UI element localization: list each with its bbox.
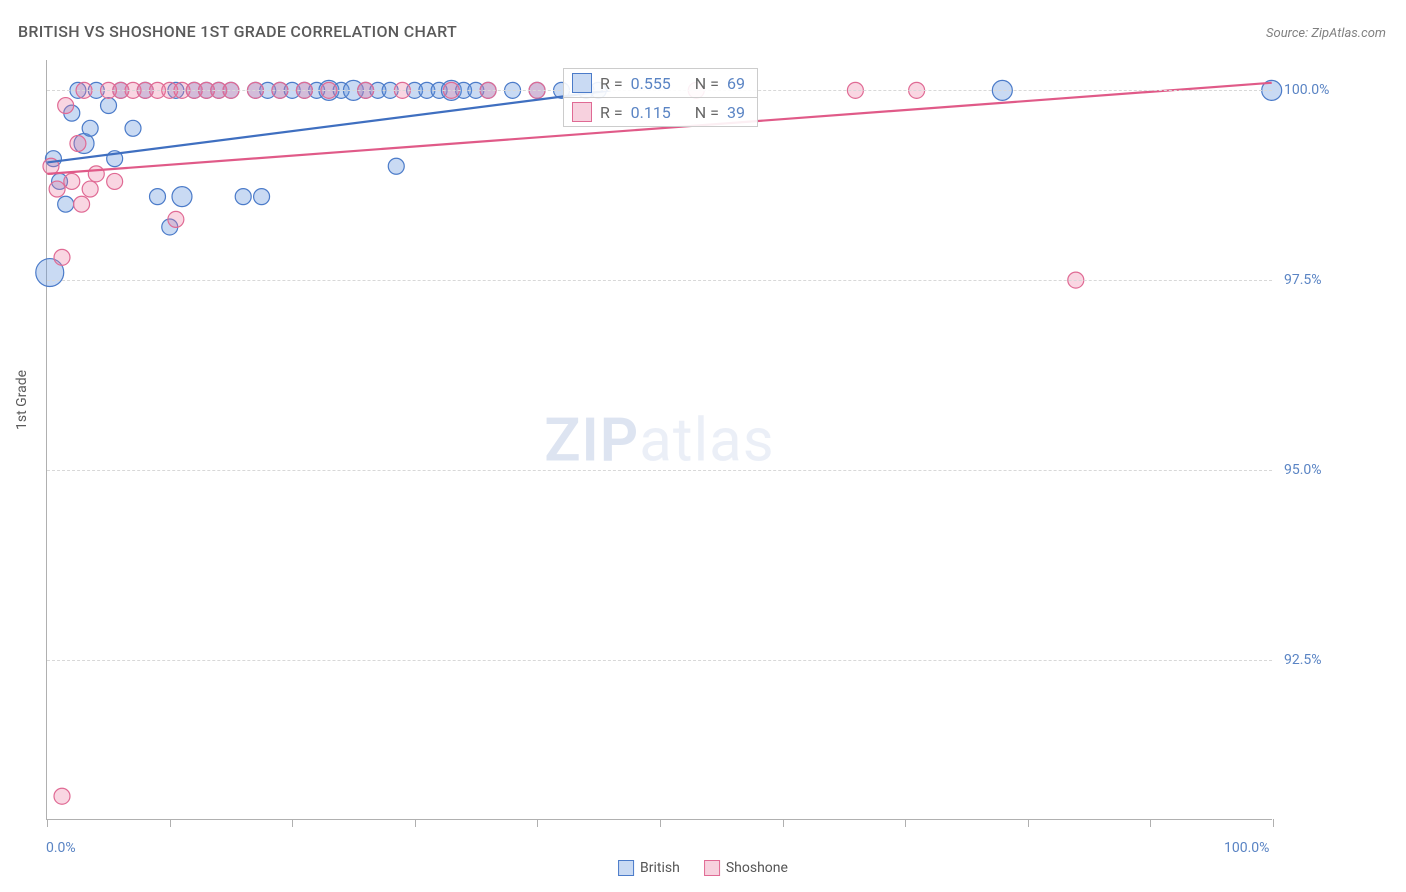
scatter-point — [49, 181, 65, 197]
legend-item-shoshone: Shoshone — [704, 860, 788, 876]
stats-row-shoshone: R = 0.115 N = 39 — [564, 98, 757, 126]
gridline — [47, 280, 1272, 281]
scatter-point — [388, 158, 404, 174]
gridline — [47, 660, 1272, 661]
scatter-point — [64, 173, 80, 189]
shoshone-legend-swatch-icon — [704, 860, 720, 876]
scatter-point — [107, 173, 123, 189]
scatter-point — [101, 98, 117, 114]
x-tick — [905, 819, 906, 827]
y-tick-label: 100.0% — [1284, 82, 1329, 98]
gridline — [47, 470, 1272, 471]
legend-label-british: British — [640, 860, 680, 876]
x-tick — [537, 819, 538, 827]
stats-legend-box: R = 0.555 N = 69 R = 0.115 N = 39 — [563, 68, 758, 127]
x-tick — [1273, 819, 1274, 827]
y-axis-label: 1st Grade — [14, 370, 30, 430]
scatter-point — [70, 136, 86, 152]
scatter-point — [82, 120, 98, 136]
stats-row-british: R = 0.555 N = 69 — [564, 69, 757, 98]
scatter-point — [54, 249, 70, 265]
x-tick — [783, 819, 784, 827]
scatter-point — [150, 189, 166, 205]
chart-title: BRITISH VS SHOSHONE 1ST GRADE CORRELATIO… — [18, 22, 457, 41]
british-n-value: 69 — [727, 74, 745, 93]
x-tick-label: 0.0% — [46, 840, 76, 856]
n-label-2: N = — [695, 103, 719, 122]
x-tick — [292, 819, 293, 827]
scatter-point — [74, 196, 90, 212]
y-tick-label: 95.0% — [1284, 462, 1322, 478]
x-tick — [1028, 819, 1029, 827]
legend-item-british: British — [618, 860, 680, 876]
shoshone-swatch-icon — [572, 102, 592, 122]
scatter-point — [168, 211, 184, 227]
n-label: N = — [695, 74, 719, 93]
scatter-point — [54, 788, 70, 804]
shoshone-r-value: 0.115 — [631, 103, 671, 122]
x-tick — [660, 819, 661, 827]
x-tick — [1150, 819, 1151, 827]
x-tick — [47, 819, 48, 827]
x-tick-label: 100.0% — [1224, 840, 1269, 856]
british-r-value: 0.555 — [631, 74, 671, 93]
x-tick — [170, 819, 171, 827]
x-tick — [415, 819, 416, 827]
scatter-point — [254, 189, 270, 205]
british-legend-swatch-icon — [618, 860, 634, 876]
scatter-point — [172, 187, 192, 207]
source-label: Source: ZipAtlas.com — [1266, 26, 1386, 41]
r-label-2: R = — [600, 103, 623, 122]
shoshone-n-value: 39 — [727, 103, 745, 122]
y-tick-label: 97.5% — [1284, 272, 1322, 288]
r-label: R = — [600, 74, 623, 93]
scatter-point — [235, 189, 251, 205]
plot-area: ZIPatlas — [46, 60, 1272, 820]
scatter-point — [58, 196, 74, 212]
bottom-legend: British Shoshone — [618, 860, 788, 876]
british-swatch-icon — [572, 73, 592, 93]
scatter-point — [125, 120, 141, 136]
scatter-point — [58, 98, 74, 114]
chart-container: BRITISH VS SHOSHONE 1ST GRADE CORRELATIO… — [0, 0, 1406, 892]
plot-svg — [47, 60, 1272, 819]
legend-label-shoshone: Shoshone — [726, 860, 788, 876]
y-tick-label: 92.5% — [1284, 652, 1322, 668]
scatter-point — [82, 181, 98, 197]
scatter-point — [88, 166, 104, 182]
